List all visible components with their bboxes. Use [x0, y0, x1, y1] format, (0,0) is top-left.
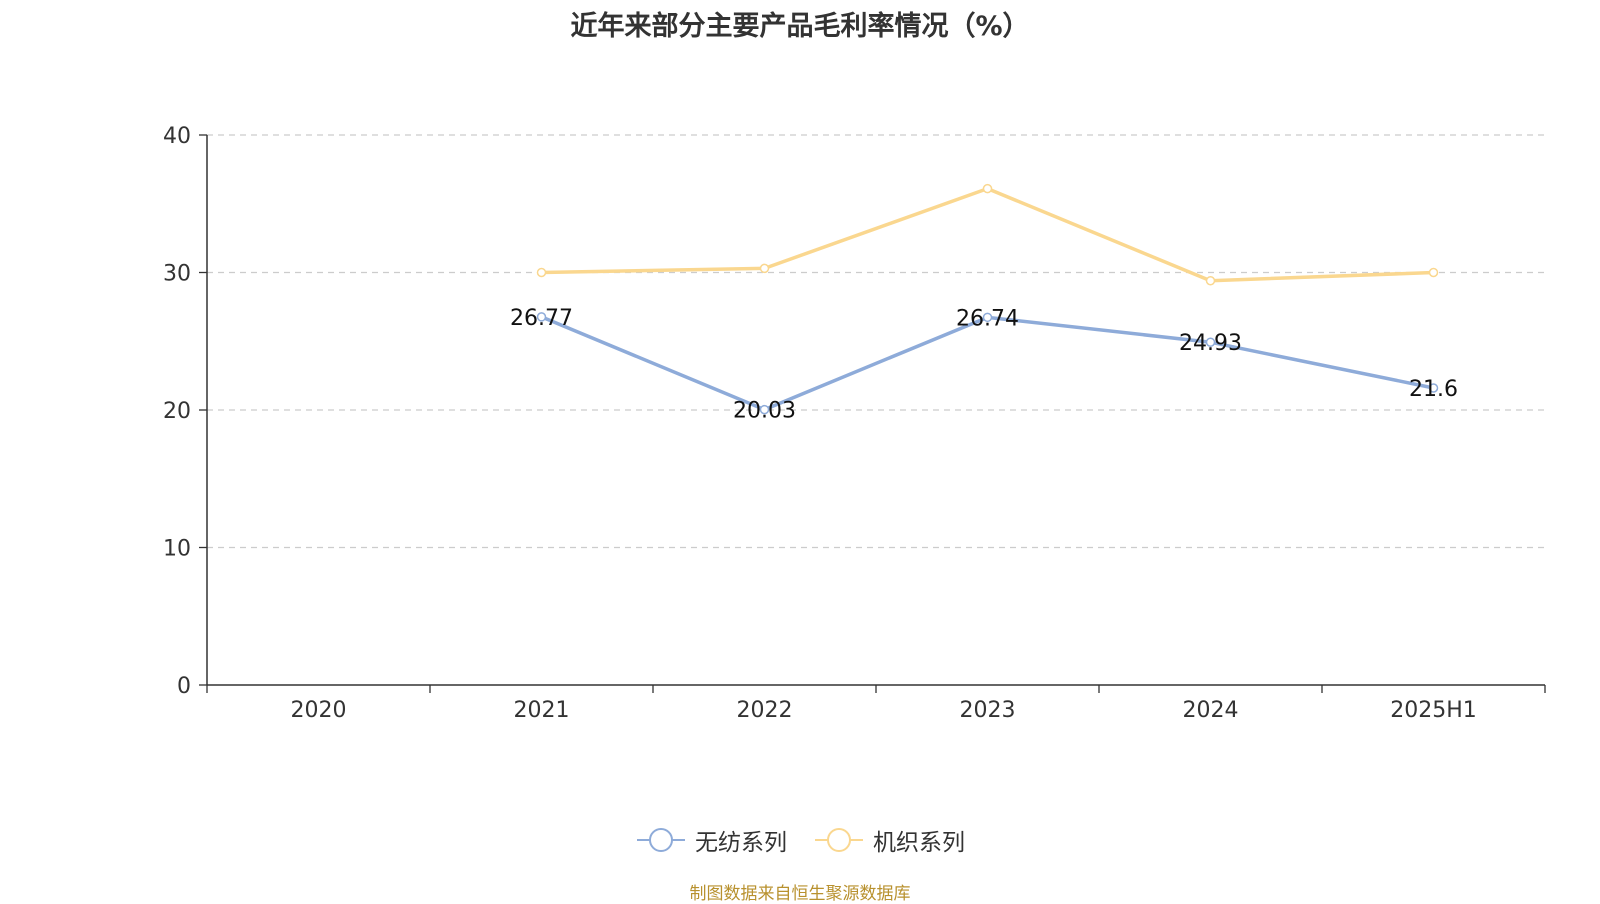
data-label: 20.03 [733, 399, 796, 424]
x-tick-label: 2022 [737, 698, 793, 723]
data-point [536, 312, 547, 322]
x-tick-label: 2024 [1183, 698, 1239, 723]
x-tick-label: 2020 [291, 698, 347, 723]
source-note: 制图数据来自恒生聚源数据库 [689, 884, 911, 904]
data-point [759, 263, 770, 274]
y-tick-label: 0 [177, 674, 191, 699]
data-point [759, 404, 770, 415]
legend-marker-icon [815, 828, 863, 852]
data-point [1205, 276, 1216, 286]
legend: 无纺系列 机织系列 [0, 822, 1600, 858]
y-tick-label: 20 [163, 399, 191, 424]
legend-label: 无纺系列 [695, 830, 787, 856]
y-tick-label: 10 [163, 537, 191, 562]
data-point [982, 312, 993, 323]
y-tick-label: 30 [163, 262, 191, 287]
x-tick-label: 2023 [960, 698, 1016, 723]
data-label: 21.6 [1409, 377, 1458, 402]
legend-marker-icon [637, 828, 685, 852]
data-label: 24.93 [1179, 331, 1242, 356]
legend-label: 机织系列 [873, 830, 965, 856]
chart-area: 0 10 20 30 40 2020 2021 2022 2023 2024 2025H1 26.77… [163, 124, 1546, 723]
y-tick-label: 40 [163, 124, 191, 149]
series-line-2 [541, 186, 1434, 283]
data-point [536, 267, 547, 278]
x-tick-label: 2021 [514, 698, 570, 723]
x-tick-label: 2025H1 [1390, 698, 1477, 723]
chart-title: 近年来部分主要产品毛利率情况（%） [570, 11, 1030, 42]
data-point [982, 183, 993, 194]
legend-item-series-2[interactable]: 机织系列 [813, 823, 965, 857]
data-label: 26.74 [956, 306, 1019, 331]
data-point [1428, 383, 1439, 393]
data-label: 26.77 [510, 306, 573, 331]
data-point [1205, 337, 1216, 347]
legend-item-series-1[interactable]: 无纺系列 [635, 823, 787, 857]
data-point [1428, 267, 1439, 278]
